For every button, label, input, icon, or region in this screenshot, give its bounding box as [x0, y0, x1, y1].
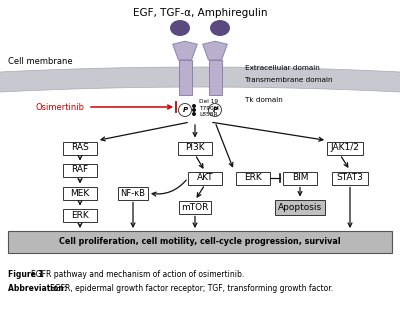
FancyBboxPatch shape	[332, 171, 368, 185]
Text: PI3K: PI3K	[185, 143, 205, 153]
Text: BIM: BIM	[292, 174, 308, 182]
Ellipse shape	[170, 20, 190, 36]
Text: Abbreviation:: Abbreviation:	[8, 284, 70, 293]
Text: Tk domain: Tk domain	[245, 97, 283, 103]
FancyBboxPatch shape	[236, 171, 270, 185]
Text: EGF, TGF-α, Amphiregulin: EGF, TGF-α, Amphiregulin	[133, 8, 267, 18]
Text: Figure 1: Figure 1	[8, 270, 46, 279]
Circle shape	[208, 104, 222, 116]
Text: STAT3: STAT3	[336, 174, 364, 182]
Text: EGFR pathway and mechanism of action of osimertinib.: EGFR pathway and mechanism of action of …	[31, 270, 244, 279]
FancyBboxPatch shape	[118, 187, 148, 199]
Text: Extracellular domain: Extracellular domain	[245, 65, 320, 71]
Text: RAF: RAF	[72, 165, 88, 175]
Circle shape	[192, 108, 196, 112]
Text: ERK: ERK	[244, 174, 262, 182]
Circle shape	[192, 104, 196, 108]
Circle shape	[178, 104, 192, 116]
Text: Osimertinib: Osimertinib	[36, 102, 84, 111]
FancyBboxPatch shape	[8, 231, 392, 253]
FancyBboxPatch shape	[179, 201, 211, 214]
FancyBboxPatch shape	[63, 208, 97, 221]
Text: Cell proliferation, cell motility, cell-cycle progression, survival: Cell proliferation, cell motility, cell-…	[59, 237, 341, 246]
Text: Transmembrane domain: Transmembrane domain	[245, 77, 332, 83]
Text: P: P	[182, 107, 188, 113]
FancyBboxPatch shape	[63, 164, 97, 176]
Text: Del 19
T790M
L858R: Del 19 T790M L858R	[199, 99, 219, 117]
Text: RAS: RAS	[71, 143, 89, 153]
FancyBboxPatch shape	[188, 171, 222, 185]
Text: EGFR, epidermal growth factor receptor; TGF, transforming growth factor.: EGFR, epidermal growth factor receptor; …	[50, 284, 333, 293]
Polygon shape	[0, 67, 400, 92]
Text: Cell membrane: Cell membrane	[8, 57, 73, 67]
FancyBboxPatch shape	[327, 142, 363, 154]
FancyBboxPatch shape	[178, 60, 192, 95]
Text: ERK: ERK	[71, 210, 89, 219]
Ellipse shape	[210, 20, 230, 36]
FancyBboxPatch shape	[63, 187, 97, 199]
Text: NF-κB: NF-κB	[120, 188, 146, 198]
FancyBboxPatch shape	[178, 142, 212, 154]
FancyBboxPatch shape	[275, 199, 325, 214]
Text: P: P	[212, 107, 218, 113]
Circle shape	[192, 112, 196, 116]
FancyBboxPatch shape	[63, 142, 97, 154]
FancyBboxPatch shape	[283, 171, 317, 185]
Text: Apoptosis: Apoptosis	[278, 203, 322, 212]
Text: MEK: MEK	[70, 188, 90, 198]
Polygon shape	[173, 41, 197, 60]
Polygon shape	[203, 41, 227, 60]
Text: AKT: AKT	[197, 174, 213, 182]
Text: JAK1/2: JAK1/2	[330, 143, 360, 153]
FancyBboxPatch shape	[208, 60, 222, 95]
Text: mTOR: mTOR	[181, 203, 209, 212]
